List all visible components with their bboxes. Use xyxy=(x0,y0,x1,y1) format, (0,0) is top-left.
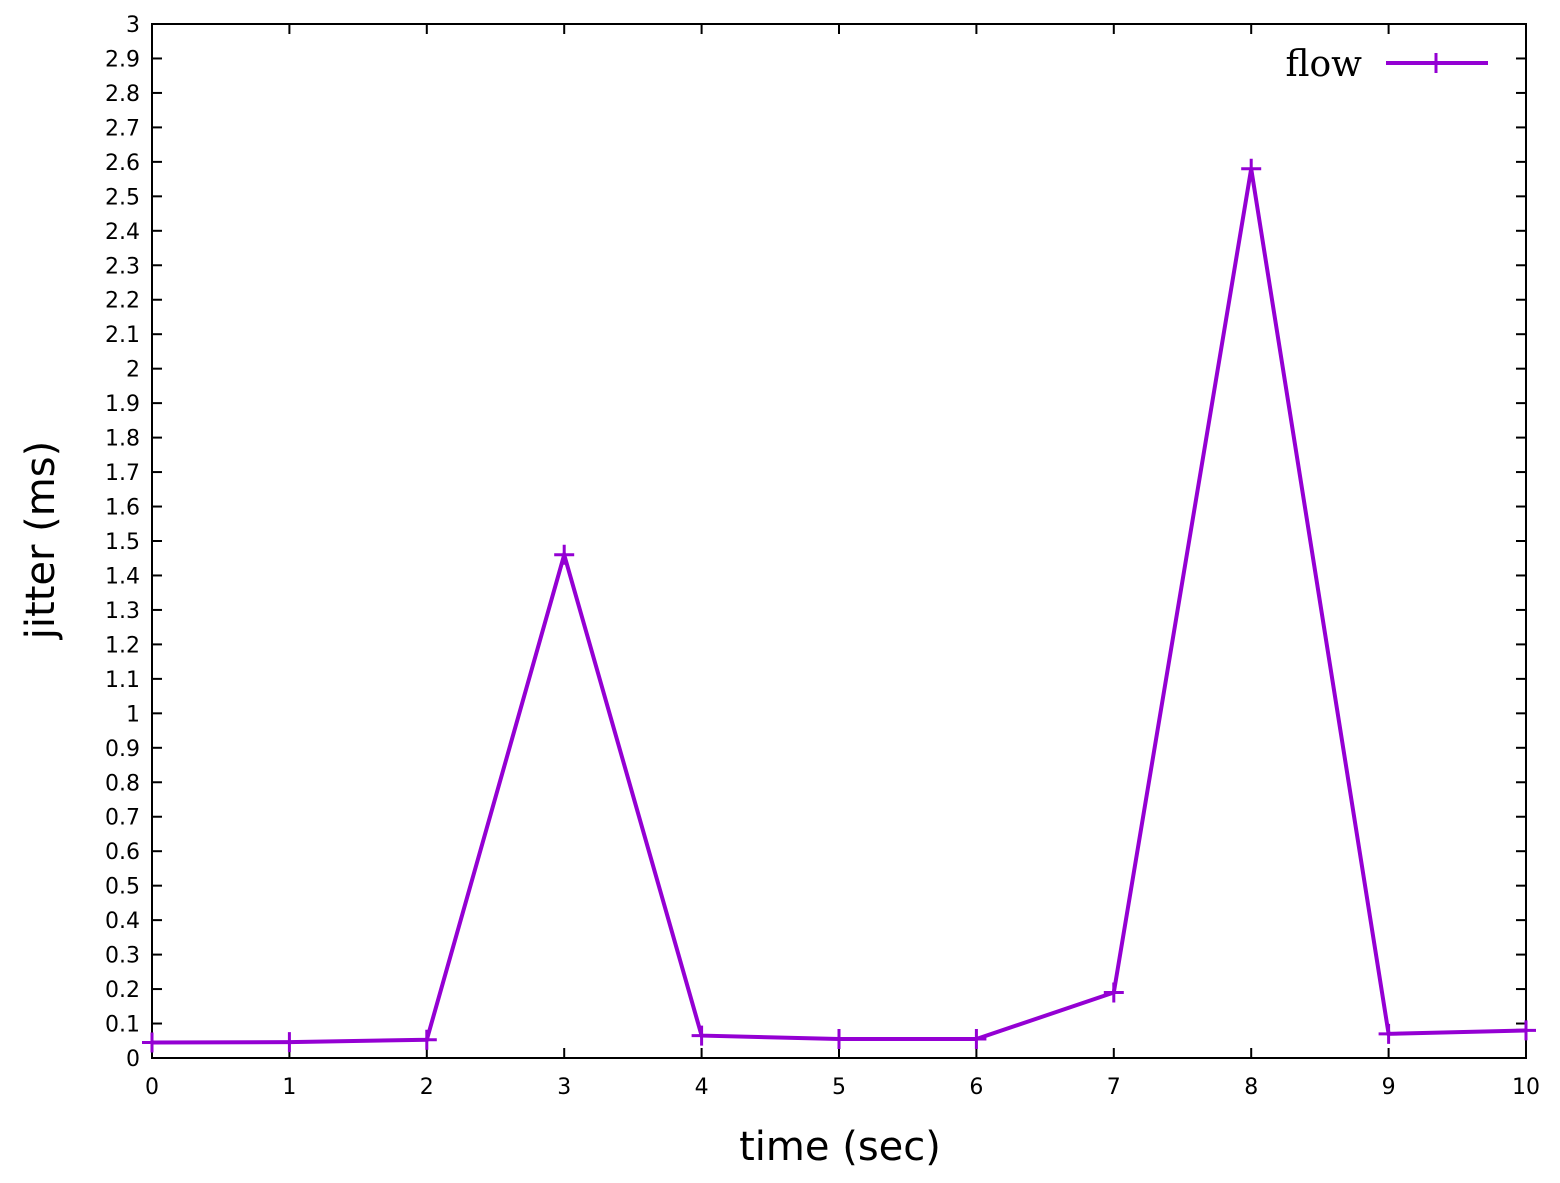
data-point xyxy=(691,1025,712,1046)
data-point xyxy=(1378,1023,1399,1044)
x-tick-label: 8 xyxy=(1244,1075,1258,1100)
y-tick-label: 2.7 xyxy=(105,116,140,141)
x-tick-label: 3 xyxy=(557,1075,571,1100)
legend-label-flow: flow xyxy=(1286,44,1363,85)
y-tick-label: 0.8 xyxy=(105,771,140,796)
y-tick-label: 2.8 xyxy=(105,82,140,107)
y-tick-label: 0.7 xyxy=(105,806,140,831)
y-tick-label: 2.5 xyxy=(105,185,140,210)
y-tick-label: 0.6 xyxy=(105,840,140,865)
y-tick-label: 2 xyxy=(126,358,140,383)
y-tick-label: 0 xyxy=(126,1047,140,1072)
data-point xyxy=(829,1029,849,1050)
y-tick-label: 2.2 xyxy=(105,289,140,314)
data-point xyxy=(1103,982,1124,1003)
plot-area-frame xyxy=(151,23,1527,1059)
x-tick-label: 5 xyxy=(832,1075,846,1100)
y-axis-title: jitter (ms) xyxy=(18,441,64,640)
y-tick-label: 2.9 xyxy=(105,47,140,72)
y-tick-label: 0.4 xyxy=(105,909,140,934)
x-tick-label: 10 xyxy=(1512,1075,1540,1100)
data-point xyxy=(142,1032,162,1053)
data-point xyxy=(966,1029,987,1050)
y-tick-label: 0.1 xyxy=(105,1013,140,1038)
y-tick-label: 0.9 xyxy=(105,737,140,762)
y-tick-label: 1.6 xyxy=(105,496,140,521)
y-axis-ticks: 0 0.1 0.2 0.3 0.4 0.5 0.6 0.7 0.8 0.9 1 1.1 1.2 1.3 1.… xyxy=(105,13,1526,1072)
y-tick-label: 1.5 xyxy=(105,530,140,555)
x-axis-ticks: 0 1 2 3 4 5 6 7 8 9 10 xyxy=(145,24,1540,1100)
legend-marker-flow xyxy=(1426,53,1446,73)
y-tick-label: 1.4 xyxy=(105,564,140,589)
series-layer xyxy=(142,158,1536,1053)
y-tick-label: 1.9 xyxy=(105,392,140,417)
y-tick-label: 2.6 xyxy=(105,151,140,176)
y-tick-label: 1.8 xyxy=(105,427,140,452)
y-tick-label: 0.3 xyxy=(105,944,140,969)
x-tick-label: 7 xyxy=(1107,1075,1121,1100)
x-tick-label: 6 xyxy=(969,1075,983,1100)
legend: flow xyxy=(1286,44,1488,85)
y-tick-label: 2.1 xyxy=(105,323,140,348)
y-tick-label: 1.3 xyxy=(105,599,140,624)
y-tick-label: 2.4 xyxy=(105,220,140,245)
y-tick-label: 1.2 xyxy=(105,633,140,658)
y-tick-label: 1.7 xyxy=(105,461,140,486)
x-tick-label: 9 xyxy=(1382,1075,1396,1100)
x-tick-label: 0 xyxy=(145,1075,159,1100)
data-point xyxy=(279,1032,300,1053)
series-line-flow xyxy=(151,168,1527,1045)
y-tick-label: 2.3 xyxy=(105,254,140,279)
data-point xyxy=(416,1029,437,1050)
x-tick-label: 1 xyxy=(282,1075,296,1100)
y-tick-label: 0.2 xyxy=(105,978,140,1003)
data-point xyxy=(554,544,575,565)
x-axis-title: time (sec) xyxy=(739,1124,941,1170)
y-tick-label: 1.1 xyxy=(105,668,140,693)
x-tick-label: 2 xyxy=(420,1075,434,1100)
x-tick-label: 4 xyxy=(695,1075,709,1100)
data-point xyxy=(1241,158,1262,179)
y-tick-label: 0.5 xyxy=(105,875,140,900)
y-tick-label: 1 xyxy=(126,702,140,727)
data-point xyxy=(1516,1020,1536,1041)
y-tick-label: 3 xyxy=(126,13,140,38)
